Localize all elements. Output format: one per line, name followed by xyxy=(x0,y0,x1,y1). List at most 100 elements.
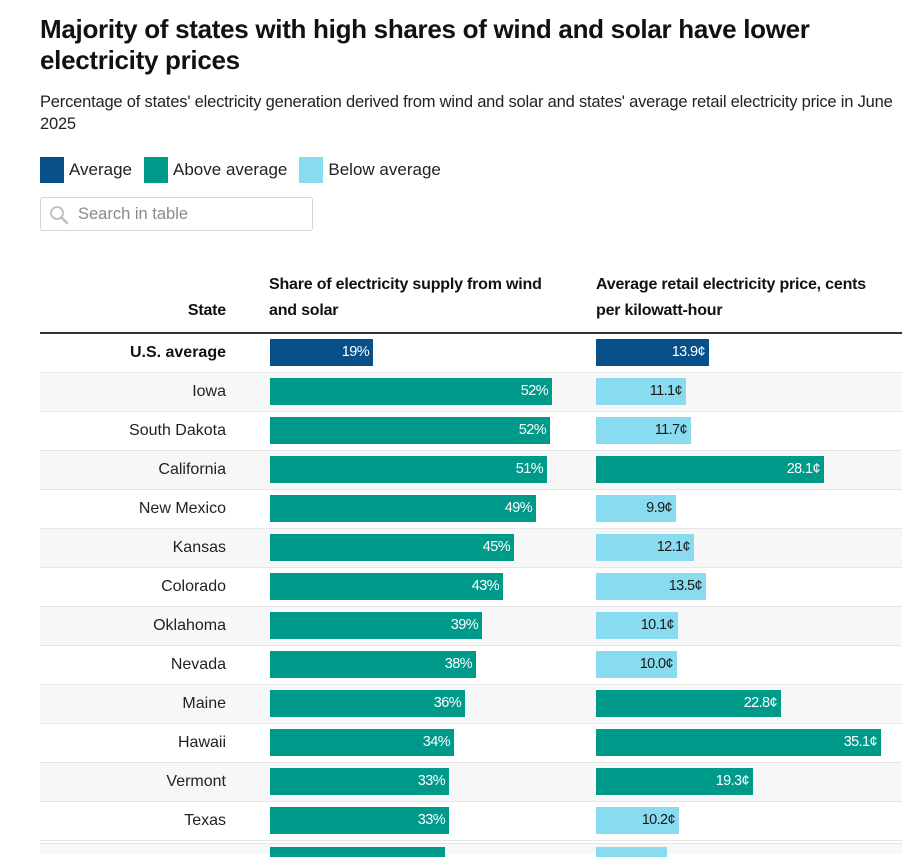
chart-subtitle: Percentage of states' electricity genera… xyxy=(40,93,893,133)
price-value-label: 28.1¢ xyxy=(786,461,821,477)
price-bar: 19.3¢ xyxy=(596,768,753,795)
state-name: Kansas xyxy=(172,539,226,556)
legend-label-above-average: Above average xyxy=(173,160,288,179)
share-bar: 51% xyxy=(270,456,547,483)
share-value-label: 52% xyxy=(518,422,547,438)
price-bar: 11.7¢ xyxy=(596,417,691,444)
share-bar: 49% xyxy=(270,495,536,522)
state-name: New Mexico xyxy=(138,500,226,517)
table-row: Oklahoma 39% 10.1¢ xyxy=(40,607,902,646)
legend-label-below-average: Below average xyxy=(328,160,441,179)
legend-swatch-below-average xyxy=(299,157,324,183)
table-row: Iowa 52% 11.1¢ xyxy=(40,373,902,412)
share-value-label: 36% xyxy=(433,695,462,711)
price-bar: 9.9¢ xyxy=(596,495,676,522)
column-header-state[interactable]: State xyxy=(187,302,226,319)
share-bar: 45% xyxy=(270,534,514,561)
table-row: Vermont 33% 19.3¢ xyxy=(40,763,902,802)
price-value-label: 10.0¢ xyxy=(639,656,674,672)
price-bar: 10.0¢ xyxy=(596,651,677,678)
price-value-label: 9.9¢ xyxy=(646,500,672,516)
share-bar: 33% xyxy=(270,768,449,795)
price-value-label: 10.1¢ xyxy=(640,617,675,633)
share-bar: 52% xyxy=(270,417,550,444)
price-value-label: 13.5¢ xyxy=(668,578,703,594)
price-value-label: 13.9¢ xyxy=(671,344,706,360)
share-value-label: 38% xyxy=(444,656,473,672)
chart-title: Majority of states with high shares of w… xyxy=(40,14,810,75)
price-bar: 22.8¢ xyxy=(596,690,781,717)
legend: Average Above average Below average xyxy=(40,157,453,183)
table-row: Nevada 38% 10.0¢ xyxy=(40,646,902,685)
table-row: California 51% 28.1¢ xyxy=(40,451,902,490)
legend-swatch-above-average xyxy=(144,157,169,183)
share-value-label: 45% xyxy=(482,539,511,555)
share-bar: 38% xyxy=(270,651,476,678)
share-value-label: 49% xyxy=(504,500,533,516)
share-bar: 36% xyxy=(270,690,465,717)
price-bar: 10.2¢ xyxy=(596,807,679,834)
share-value-label: 39% xyxy=(450,617,479,633)
price-value-label: 10.2¢ xyxy=(641,812,676,828)
legend-item-below-average: Below average xyxy=(299,157,441,183)
state-name: California xyxy=(158,461,226,478)
table-row: Colorado 43% 13.5¢ xyxy=(40,568,902,607)
state-name: Hawaii xyxy=(177,734,226,751)
share-bar: 39% xyxy=(270,612,482,639)
column-header-price[interactable]: Average retail electricity price, cents … xyxy=(596,276,866,319)
table-row: Kansas 45% 12.1¢ xyxy=(40,529,902,568)
price-value-label: 22.8¢ xyxy=(743,695,778,711)
search-box[interactable] xyxy=(40,197,313,231)
column-header-share[interactable]: Share of electricity supply from wind an… xyxy=(269,276,542,319)
price-value-label: 11.1¢ xyxy=(649,383,683,399)
price-bar: 13.9¢ xyxy=(596,339,709,366)
legend-item-average: Average xyxy=(40,157,132,183)
price-bar: 11.1¢ xyxy=(596,378,686,405)
table-row-partial xyxy=(40,843,902,857)
state-name: U.S. average xyxy=(129,344,226,361)
share-bar: 43% xyxy=(270,573,503,600)
share-value-label: 19% xyxy=(341,344,370,360)
search-icon xyxy=(50,206,69,225)
table-row: Texas 33% 10.2¢ xyxy=(40,802,902,841)
state-name: South Dakota xyxy=(129,422,226,439)
share-value-label: 34% xyxy=(422,734,451,750)
legend-label-average: Average xyxy=(69,160,133,179)
legend-swatch-average xyxy=(40,157,64,183)
price-bar: 28.1¢ xyxy=(596,456,824,483)
price-bar: 35.1¢ xyxy=(596,729,881,756)
share-value-label: 33% xyxy=(417,773,446,789)
state-name: Texas xyxy=(184,812,226,829)
price-value-label: 11.7¢ xyxy=(654,422,688,438)
share-bar: 52% xyxy=(270,378,552,405)
table-row: Hawaii 34% 35.1¢ xyxy=(40,724,902,763)
state-name: Maine xyxy=(182,695,226,712)
legend-item-above-average: Above average xyxy=(144,157,287,183)
share-bar: 34% xyxy=(270,729,454,756)
price-bar: 10.1¢ xyxy=(596,612,678,639)
share-bar: 19% xyxy=(270,339,373,366)
search-input[interactable] xyxy=(78,198,308,230)
share-value-label: 52% xyxy=(520,383,549,399)
table-row-us-average: U.S. average 19% 13.9¢ xyxy=(40,334,902,373)
price-value-label: 12.1¢ xyxy=(656,539,691,555)
state-name: Iowa xyxy=(192,383,226,400)
share-value-label: 43% xyxy=(471,578,500,594)
table-row: New Mexico 49% 9.9¢ xyxy=(40,490,902,529)
state-name: Colorado xyxy=(161,578,226,595)
table-header: State Share of electricity supply from w… xyxy=(40,270,902,334)
share-value-label: 33% xyxy=(417,812,446,828)
table-row: South Dakota 52% 11.7¢ xyxy=(40,412,902,451)
state-name: Nevada xyxy=(170,656,226,673)
state-name: Vermont xyxy=(166,773,226,790)
price-value-label: 35.1¢ xyxy=(843,734,878,750)
share-value-label: 51% xyxy=(515,461,544,477)
price-bar: 12.1¢ xyxy=(596,534,694,561)
state-name: Oklahoma xyxy=(153,617,226,634)
share-bar: 33% xyxy=(270,807,449,834)
price-bar: 13.5¢ xyxy=(596,573,706,600)
share-bar-partial xyxy=(270,847,445,857)
table-row: Maine 36% 22.8¢ xyxy=(40,685,902,724)
price-bar-partial xyxy=(596,847,667,857)
price-value-label: 19.3¢ xyxy=(715,773,750,789)
